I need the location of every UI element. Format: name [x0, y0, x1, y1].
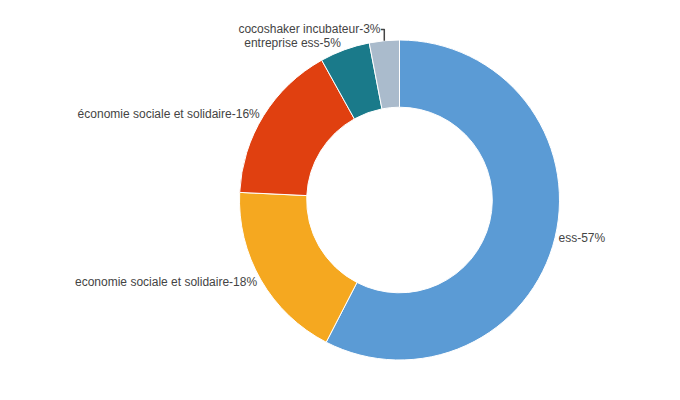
- svg-text:economie sociale et solidaire-: economie sociale et solidaire-18%: [75, 275, 257, 289]
- svg-text:économie sociale et solidaire-: économie sociale et solidaire-16%: [78, 107, 260, 121]
- svg-text:entreprise ess-5%: entreprise ess-5%: [244, 36, 341, 50]
- svg-text:ess-57%: ess-57%: [558, 231, 605, 245]
- svg-text:cocoshaker incubateur-3%: cocoshaker incubateur-3%: [238, 22, 380, 36]
